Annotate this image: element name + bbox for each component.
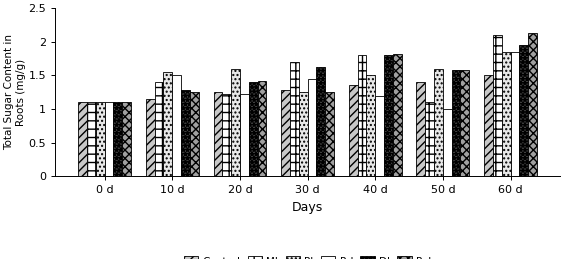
Bar	[96, 102, 105, 176]
Bar	[222, 94, 231, 176]
Bar	[358, 55, 367, 176]
Bar	[307, 79, 316, 176]
X-axis label: Days: Days	[292, 201, 323, 214]
Bar	[519, 45, 528, 176]
Bar	[325, 92, 334, 176]
Bar	[258, 81, 266, 176]
Bar	[484, 75, 493, 176]
Bar	[122, 102, 131, 176]
Bar	[349, 85, 358, 176]
Bar	[231, 69, 240, 176]
Bar	[290, 62, 299, 176]
Bar	[281, 90, 290, 176]
Bar	[87, 102, 96, 176]
Bar	[384, 55, 393, 176]
Bar	[528, 33, 537, 176]
Bar	[416, 82, 425, 176]
Bar	[113, 102, 122, 176]
Bar	[434, 69, 443, 176]
Bar	[240, 94, 249, 176]
Bar	[249, 82, 258, 176]
Bar	[460, 70, 469, 176]
Bar	[316, 67, 325, 176]
Bar	[164, 72, 172, 176]
Bar	[299, 92, 307, 176]
Bar	[172, 75, 181, 176]
Bar	[493, 35, 502, 176]
Bar	[510, 52, 519, 176]
Bar	[155, 82, 164, 176]
Bar	[367, 75, 375, 176]
Bar	[502, 52, 510, 176]
Bar	[375, 96, 384, 176]
Bar	[443, 109, 452, 176]
Legend: Control, MI, PI, PrI, DI, Pol: Control, MI, PI, PrI, DI, Pol	[179, 252, 435, 259]
Bar	[214, 92, 222, 176]
Bar	[146, 99, 155, 176]
Bar	[181, 90, 190, 176]
Bar	[190, 92, 199, 176]
Bar	[78, 102, 87, 176]
Bar	[105, 102, 113, 176]
Bar	[452, 70, 460, 176]
Y-axis label: Total Sugar Content in
Roots (mg/g): Total Sugar Content in Roots (mg/g)	[4, 34, 26, 150]
Bar	[393, 54, 402, 176]
Bar	[425, 102, 434, 176]
